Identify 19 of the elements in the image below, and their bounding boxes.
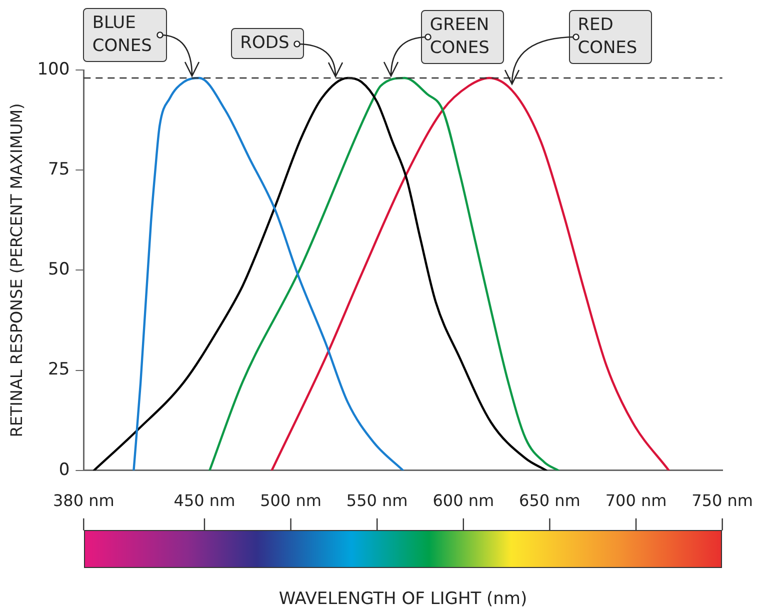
y-tick-label: 100 xyxy=(37,59,70,80)
annotation: RODS xyxy=(231,28,304,59)
x-tick-label: 600 nm xyxy=(432,491,494,510)
y-tick-label: 50 xyxy=(48,260,70,280)
x-tick-label: 450 nm xyxy=(174,491,236,510)
y-tick-label: 75 xyxy=(48,160,70,180)
x-axis-title: WAVELENGTH OF LIGHT (nm) xyxy=(278,589,528,610)
y-tick-label: 25 xyxy=(48,360,70,380)
x-tick-label: 550 nm xyxy=(346,491,408,510)
y-tick-label: 0 xyxy=(58,460,70,480)
x-tick-label: 500 nm xyxy=(260,491,322,510)
x-tick-label: 700 nm xyxy=(605,491,667,510)
x-tick-label: 750 nm xyxy=(692,491,754,510)
y-axis-title: RETINAL RESPONSE (PERCENT MAXIMUM) xyxy=(6,103,26,438)
x-tick-label: 650 nm xyxy=(519,491,580,510)
annotation: BLUE CONES xyxy=(83,8,167,62)
x-tick-label: 380 nm xyxy=(52,491,114,510)
annotation: GREEN CONES xyxy=(420,10,504,64)
annotation: RED CONES xyxy=(568,10,652,64)
